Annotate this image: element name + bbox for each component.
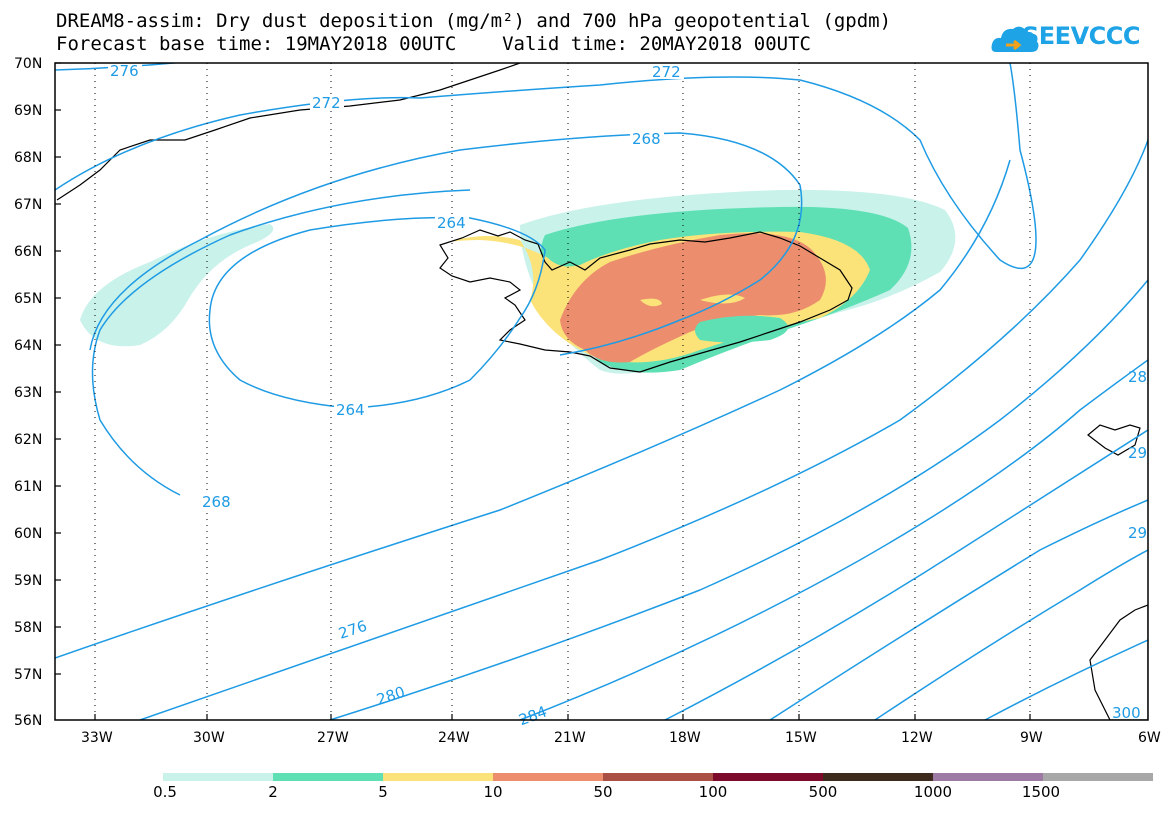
lat-label: 67N: [14, 197, 42, 213]
lon-label: 33W: [81, 730, 113, 746]
lat-label: 57N: [14, 667, 42, 683]
lat-label: 63N: [14, 385, 42, 401]
contour-label: 264: [437, 214, 466, 232]
map-subtitle: Forecast base time: 19MAY2018 00UTC Vali…: [56, 33, 811, 55]
legend-label: 0.5: [153, 783, 177, 801]
longitude-labels: 33W 30W 27W 24W 21W 18W 15W 12W 9W 6W: [81, 730, 1161, 746]
legend-label: 2: [268, 783, 278, 801]
contour-labels: 276 272 272 268 264 264 268 276 280 284 …: [108, 62, 1147, 729]
lon-label: 24W: [438, 730, 470, 746]
legend-label: 1500: [1021, 783, 1061, 801]
legend-swatch: [163, 773, 273, 781]
contour-label: 272: [652, 63, 681, 81]
contour-label: 29: [1128, 524, 1147, 542]
coastline: [56, 63, 1148, 720]
graticule: [94, 63, 1031, 720]
contour-label: 264: [336, 401, 365, 419]
contour-label: 300: [1112, 704, 1141, 722]
lat-label: 59N: [14, 573, 42, 589]
contour-label: 276: [336, 617, 369, 643]
legend-swatch: [1043, 773, 1153, 781]
lon-label: 18W: [669, 730, 701, 746]
lat-label: 64N: [14, 338, 42, 354]
lon-label: 15W: [785, 730, 817, 746]
lon-label: 27W: [317, 730, 349, 746]
map-frame: [54, 62, 1149, 721]
lat-label: 60N: [14, 526, 42, 542]
lat-label: 61N: [14, 479, 42, 495]
lat-label: 66N: [14, 244, 42, 260]
cloud-logo-icon: [991, 26, 1039, 52]
lat-label: 70N: [14, 56, 42, 72]
lat-label: 62N: [14, 432, 42, 448]
lon-label: 9W: [1020, 730, 1043, 746]
lon-label: 30W: [193, 730, 225, 746]
lat-label: 68N: [14, 150, 42, 166]
legend-swatch: [493, 773, 603, 781]
latitude-labels: 70N 69N 68N 67N 66N 65N 64N 63N 62N 61N …: [14, 56, 42, 729]
contour-label: 268: [632, 130, 661, 148]
contour-label: 276: [110, 62, 139, 80]
contour-label: 28: [1128, 368, 1147, 386]
legend-swatch: [383, 773, 493, 781]
contour-label: 280: [374, 683, 407, 709]
lon-label: 12W: [901, 730, 933, 746]
legend-swatch: [933, 773, 1043, 781]
lat-label: 65N: [14, 291, 42, 307]
legend-swatch: [273, 773, 383, 781]
geopotential-contours: [55, 63, 1148, 720]
legend-label: 1000: [913, 783, 953, 801]
lon-label: 21W: [554, 730, 586, 746]
contour-label: 272: [312, 94, 341, 112]
legend-label: 5: [378, 783, 388, 801]
lon-label: 6W: [1138, 730, 1161, 746]
contour-label: 29: [1128, 444, 1147, 462]
legend-swatch: [713, 773, 823, 781]
logo-text: SEEVCCC: [1022, 22, 1141, 50]
legend-colorbar: [163, 773, 1153, 781]
dust-deposition-field: [80, 189, 956, 374]
lat-label: 58N: [14, 620, 42, 636]
contour-label: 268: [202, 493, 231, 511]
axis-ticks: [55, 62, 1031, 720]
map-title: DREAM8-assim: Dry dust deposition (mg/m²…: [56, 10, 892, 32]
lat-label: 69N: [14, 103, 42, 119]
lat-label: 56N: [14, 713, 42, 729]
legend-label: 100: [698, 783, 728, 801]
contour-label: 284: [516, 703, 549, 730]
legend-label: 50: [593, 783, 613, 801]
legend-label: 10: [483, 783, 503, 801]
legend-label: 500: [808, 783, 838, 801]
legend-swatch: [823, 773, 933, 781]
legend-swatch: [603, 773, 713, 781]
